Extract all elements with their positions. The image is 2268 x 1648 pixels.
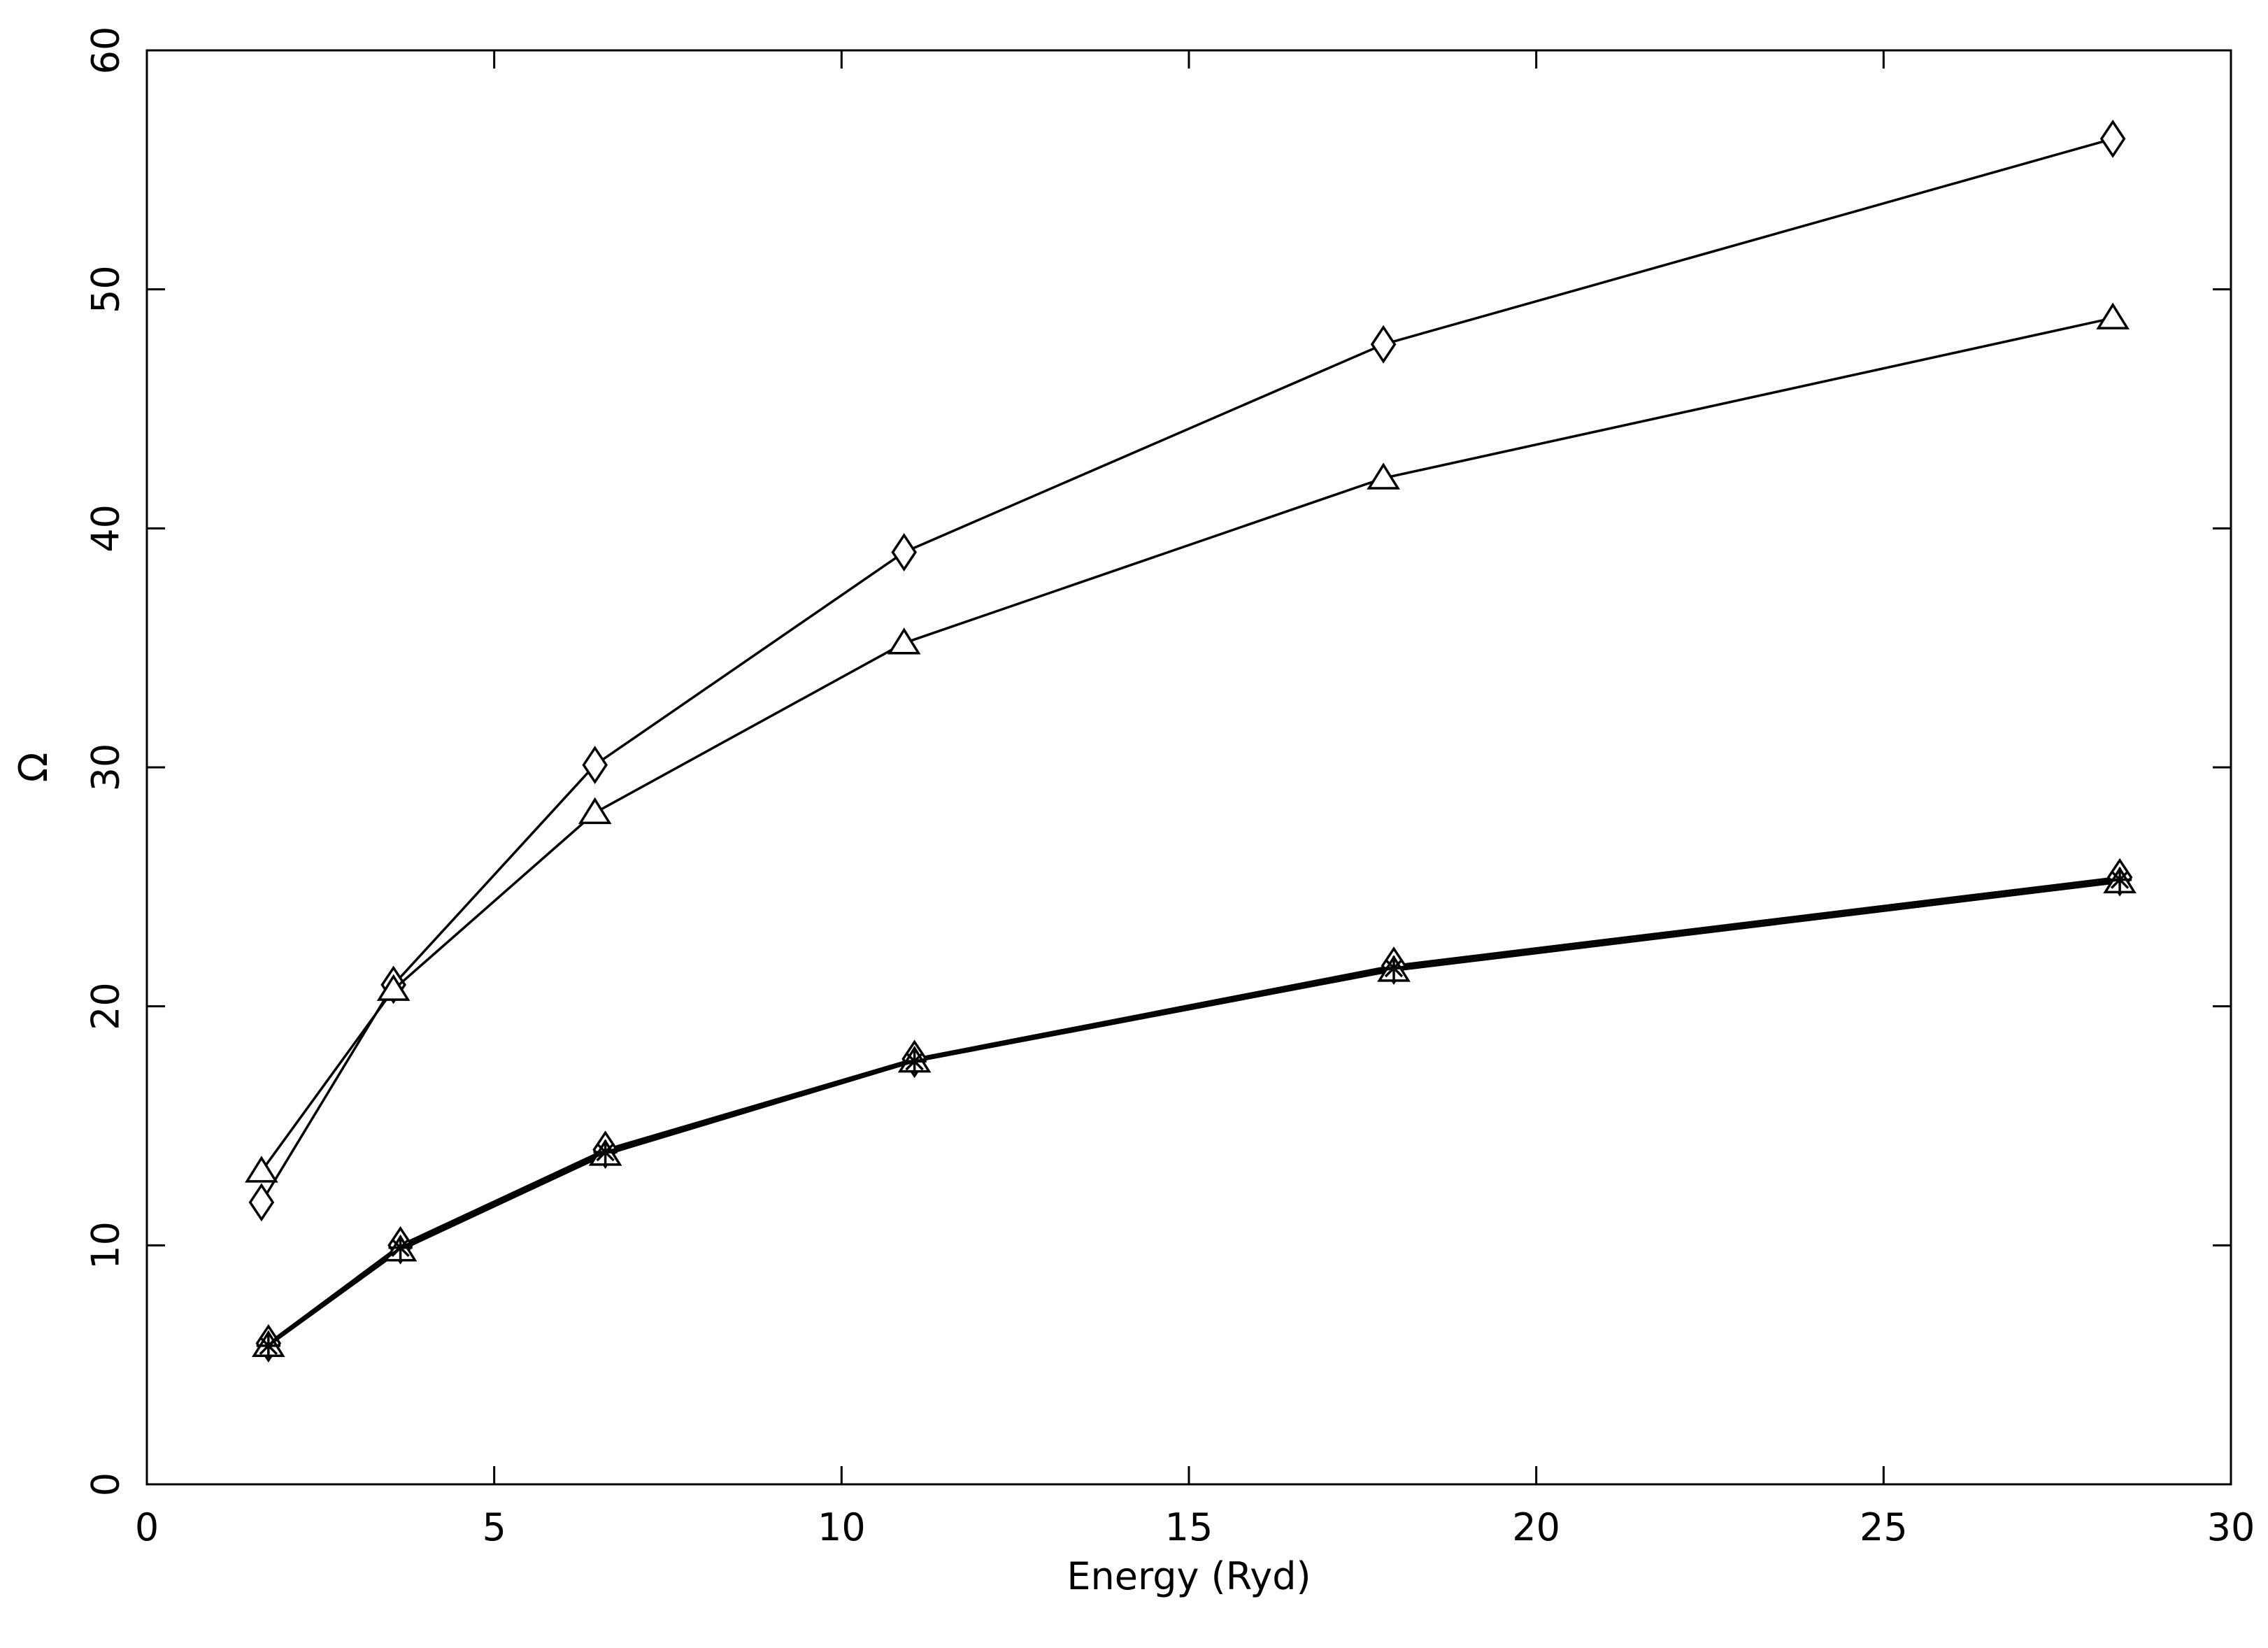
x-tick-label: 5 [482,1505,506,1549]
x-tick-label: 15 [1165,1505,1213,1549]
data-point-star [1381,956,1406,981]
data-point-diamond [891,533,918,571]
data-point-diamond [582,746,608,785]
data-point-diamond [1370,325,1397,364]
series-line-diamond-lower [267,876,2120,1344]
x-tick-label: 25 [1860,1505,1908,1549]
x-tick-label: 20 [1512,1505,1560,1549]
data-point-triangle [2096,302,2130,329]
data-point-triangle [887,627,921,655]
y-tick-label: 60 [84,27,128,75]
y-tick-label: 40 [84,504,128,553]
data-point-triangle [376,974,411,1001]
tick-labels: 0 5 10 15 20 25 30 0 10 20 30 40 50 60 [84,27,2255,1549]
y-tick-label: 20 [84,982,128,1030]
series-group [245,119,2137,1363]
axis-ticks [145,49,2232,1486]
x-axis-label: Energy (Ryd) [1067,1554,1311,1598]
series-line-diamond-upper [260,137,2113,1203]
y-tick-label: 0 [84,1472,128,1496]
data-point-triangle [578,797,612,825]
y-tick-label: 50 [84,265,128,313]
data-point-star [256,1333,280,1358]
y-tick-label: 30 [84,744,128,792]
x-tick-label: 30 [2207,1505,2255,1549]
data-point-triangle [1367,462,1400,490]
y-axis-label: Ω [11,753,57,783]
data-point-triangle [245,1156,278,1183]
data-point-star [388,1235,413,1260]
data-point-star [902,1049,927,1074]
plot-frame [145,49,2232,1486]
series-line-triangle-upper [260,316,2113,1172]
x-tick-label: 10 [818,1505,866,1549]
data-point-star [593,1139,618,1165]
series-line-triangle-lower [267,881,2120,1347]
data-point-diamond [2099,119,2126,158]
series-line-star-lower [267,878,2120,1347]
y-tick-label: 10 [84,1221,128,1270]
x-tick-label: 0 [135,1505,159,1549]
data-point-diamond [248,1183,275,1222]
data-point-star [2107,867,2132,892]
